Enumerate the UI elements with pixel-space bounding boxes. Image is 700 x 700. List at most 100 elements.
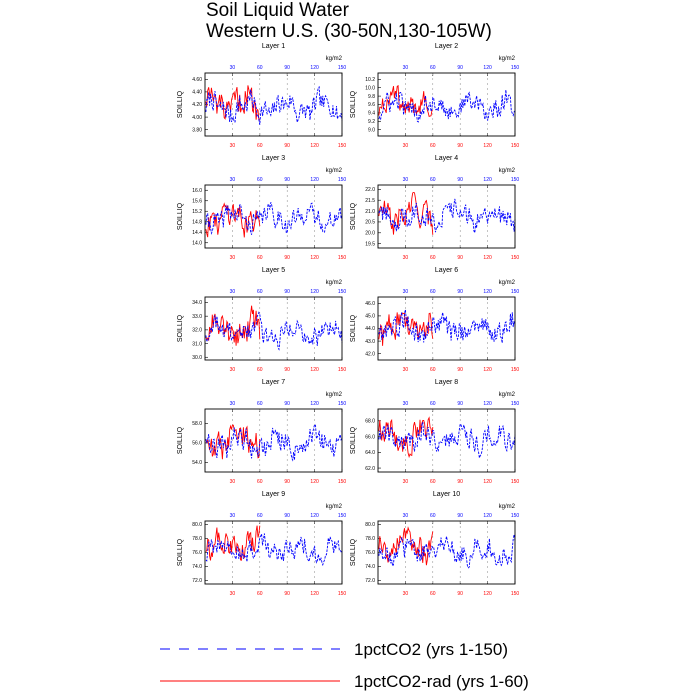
y-tick-label: 4.40	[192, 90, 202, 96]
panel-layer-3: Layer 3 kg/m2 30 60 90 120 150 30 60 90 120 150 14.0…	[177, 155, 346, 261]
x-tick-label-top: 30	[403, 65, 409, 71]
plot-frame	[377, 72, 516, 137]
panel-title: Layer 6	[435, 267, 458, 274]
panel-layer-2: Layer 2 kg/m2 30 60 90 120 150 30 60 90 120 150 9.0 9…	[350, 43, 519, 149]
x-tick-label-bottom: 120	[310, 143, 319, 149]
x-tick-label-top: 120	[483, 177, 492, 183]
y-tick-label: 9.4	[368, 111, 375, 117]
series-1pctco2-rad-line	[205, 305, 261, 346]
title-block: Soil Liquid Water Western U.S. (30-50N,1…	[206, 0, 492, 42]
x-tick-label-bottom: 120	[483, 255, 492, 261]
y-tick-label: 68.0	[365, 419, 375, 425]
y-tick-label: 20.0	[365, 230, 375, 236]
y-tick-label: 72.0	[192, 578, 202, 584]
panel-layer-1: Layer 1 kg/m2 30 60 90 120 150 30 60 90 120 150 3.80…	[177, 43, 346, 149]
x-tick-label-bottom: 60	[430, 143, 436, 149]
x-tick-label-top: 150	[338, 401, 347, 407]
series-1pctco2-rad-line	[205, 424, 261, 460]
panel-layer-6: Layer 6 kg/m2 30 60 90 120 150 30 60 90 120 150 42.0…	[350, 267, 519, 373]
y-tick-label: 64.0	[365, 450, 375, 456]
series-1pctco2-line	[205, 202, 343, 235]
y-tick-label: 10.0	[365, 85, 375, 91]
panel-title: Layer 5	[262, 267, 285, 274]
y-tick-label: 15.6	[192, 198, 202, 204]
x-tick-label-bottom: 90	[284, 591, 290, 597]
y-tick-label: 76.0	[192, 550, 202, 556]
plot-frame	[377, 408, 516, 473]
x-tick-label-top: 90	[457, 65, 463, 71]
x-tick-label-bottom: 60	[257, 367, 263, 373]
x-tick-label-top: 30	[230, 513, 236, 519]
x-tick-label-top: 30	[230, 401, 236, 407]
x-tick-label-top: 90	[284, 65, 290, 71]
x-tick-label-top: 150	[511, 289, 520, 295]
x-tick-label-bottom: 120	[310, 255, 319, 261]
units-label: kg/m2	[499, 168, 516, 174]
x-tick-label-bottom: 30	[230, 479, 236, 485]
y-tick-label: 42.0	[365, 351, 375, 357]
x-tick-label-top: 60	[257, 513, 263, 519]
x-tick-label-bottom: 60	[430, 367, 436, 373]
x-tick-label-bottom: 60	[430, 591, 436, 597]
x-tick-label-bottom: 30	[403, 367, 409, 373]
panel-layer-10: Layer 10 kg/m2 30 60 90 120 150 30 60 90 120 150 72.…	[350, 491, 519, 597]
x-tick-label-top: 30	[403, 289, 409, 295]
y-axis-label: SOILLIQ	[350, 314, 357, 342]
x-tick-label-top: 120	[310, 177, 319, 183]
series-1pctco2-line	[378, 198, 516, 235]
panel-title: Layer 3	[262, 155, 285, 162]
y-tick-label: 9.2	[368, 119, 375, 125]
x-tick-label-bottom: 90	[457, 367, 463, 373]
x-tick-label-top: 30	[403, 401, 409, 407]
x-tick-label-bottom: 90	[457, 479, 463, 485]
x-tick-label-top: 120	[310, 289, 319, 295]
panel-title: Layer 9	[262, 491, 285, 498]
units-label: kg/m2	[499, 392, 516, 398]
y-tick-label: 14.4	[192, 230, 202, 236]
chart-subtitle: Western U.S. (30-50N,130-105W)	[206, 21, 492, 42]
y-tick-label: 4.00	[192, 115, 202, 121]
y-tick-label: 54.0	[192, 460, 202, 466]
x-tick-label-bottom: 30	[403, 143, 409, 149]
y-axis-label: SOILLIQ	[177, 90, 184, 118]
x-tick-label-top: 150	[338, 289, 347, 295]
x-tick-label-bottom: 30	[230, 143, 236, 149]
x-tick-label-top: 60	[257, 401, 263, 407]
x-tick-label-bottom: 90	[284, 255, 290, 261]
x-tick-label-top: 30	[403, 177, 409, 183]
panel-title: Layer 1	[262, 43, 285, 50]
x-tick-label-bottom: 30	[230, 591, 236, 597]
panel-layer-5: Layer 5 kg/m2 30 60 90 120 150 30 60 90 120 150 30.0…	[177, 267, 346, 373]
x-tick-label-bottom: 60	[257, 255, 263, 261]
x-tick-label-bottom: 90	[284, 479, 290, 485]
panel-layer-9: Layer 9 kg/m2 30 60 90 120 150 30 60 90 120 150 72.0…	[177, 491, 346, 597]
y-tick-label: 10.2	[365, 77, 375, 83]
panel-layer-4: Layer 4 kg/m2 30 60 90 120 150 30 60 90 120 150 19.5…	[350, 155, 519, 261]
x-tick-label-top: 30	[230, 177, 236, 183]
x-tick-label-top: 120	[483, 65, 492, 71]
y-tick-label: 78.0	[192, 536, 202, 542]
y-tick-label: 34.0	[192, 300, 202, 306]
y-tick-label: 46.0	[365, 301, 375, 307]
y-axis-label: SOILLIQ	[350, 90, 357, 118]
x-tick-label-top: 30	[230, 289, 236, 295]
series-1pctco2-line	[205, 533, 343, 567]
plot-frame	[377, 296, 516, 361]
x-tick-label-top: 30	[403, 513, 409, 519]
y-tick-label: 66.0	[365, 434, 375, 440]
x-tick-label-bottom: 120	[483, 479, 492, 485]
x-tick-label-top: 150	[338, 513, 347, 519]
x-tick-label-bottom: 150	[511, 255, 520, 261]
x-tick-label-bottom: 120	[483, 591, 492, 597]
x-tick-label-top: 90	[457, 177, 463, 183]
x-tick-label-top: 90	[284, 401, 290, 407]
chart-title: Soil Liquid Water	[206, 0, 349, 21]
x-tick-label-bottom: 150	[338, 367, 347, 373]
x-tick-label-bottom: 120	[483, 367, 492, 373]
y-tick-label: 16.0	[192, 188, 202, 194]
plot-frame	[204, 72, 343, 137]
units-label: kg/m2	[326, 392, 343, 398]
series-1pctco2-rad-line	[205, 202, 261, 238]
x-tick-label-top: 60	[430, 65, 436, 71]
series-1pctco2-line	[378, 89, 516, 123]
